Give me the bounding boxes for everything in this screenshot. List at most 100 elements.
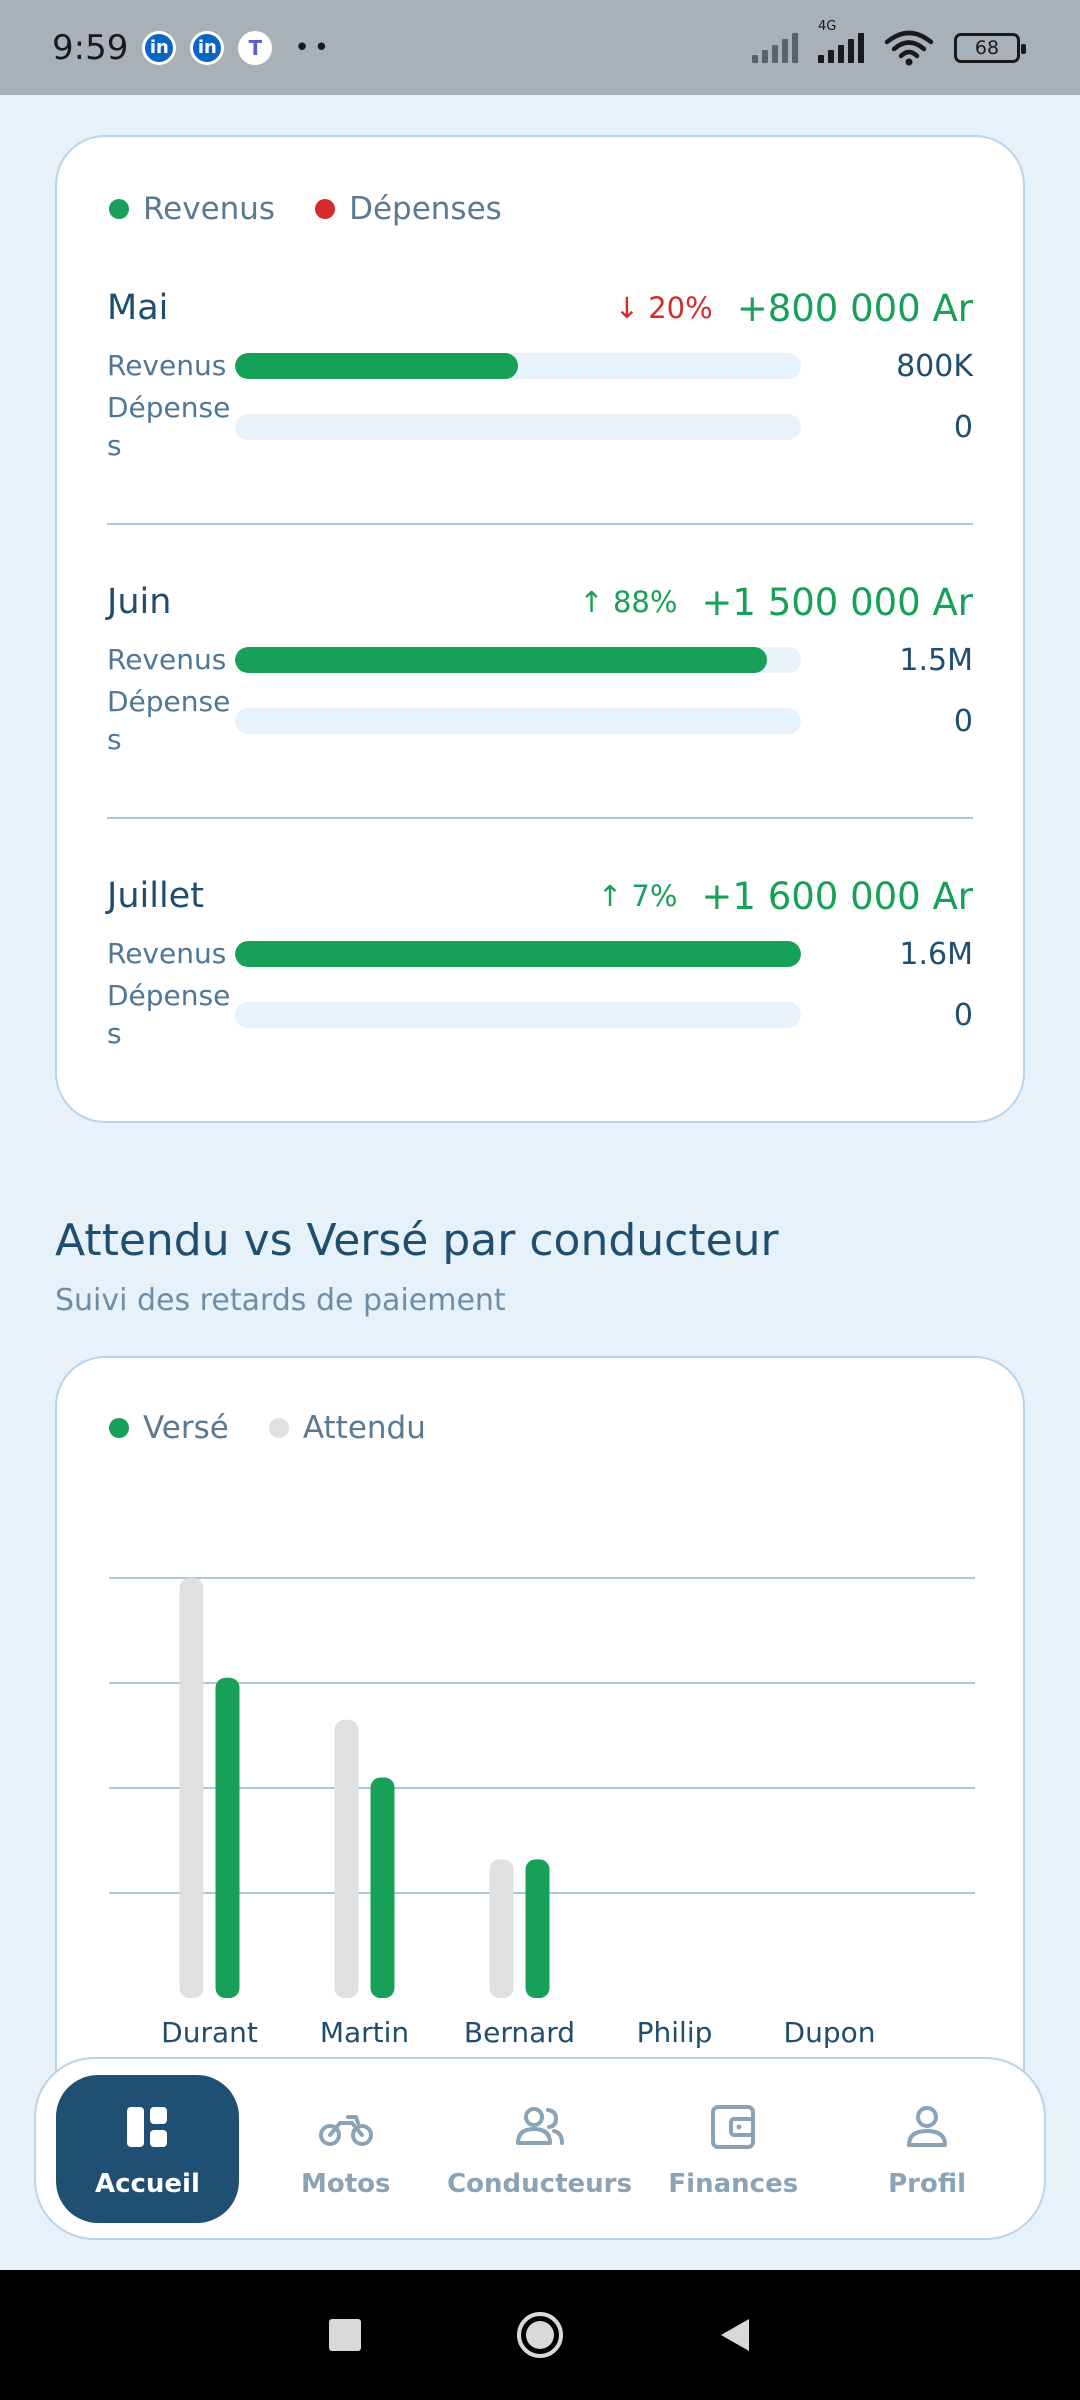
finance-legend: Revenus Dépenses [109,191,502,227]
x-tick-label: Philip [637,2016,713,2049]
signal-icon [752,32,798,63]
user-icon [907,2105,948,2147]
revenue-track [235,647,801,673]
linkedin-icon: in [190,30,225,65]
nav-item-conducteurs[interactable]: Conducteurs [443,2075,637,2223]
month-name: Mai [107,288,169,328]
recents-button-icon[interactable] [325,2315,365,2355]
month-total: +800 000 Ar [736,286,973,330]
back-button-icon[interactable] [715,2315,755,2355]
wifi-icon [884,30,934,65]
month-block-juin: Juin ↑ 88% +1 500 000 Ar Revenus 1.5M Dé… [107,577,973,759]
month-block-mai: Mai ↓ 20% +800 000 Ar Revenus 800K Dépen… [107,283,973,465]
legend-revenue-label: Revenus [143,191,276,227]
expense-track [235,708,801,734]
monthly-finance-card: Revenus Dépenses Mai ↓ 20% +800 000 Ar R… [55,135,1025,1123]
revenue-value: 1.6M [899,936,973,972]
bar-versé-bernard [525,1859,550,1998]
legend-paid-label: Versé [143,1410,229,1446]
revenue-bar [235,941,801,967]
x-tick-label: Durant [161,2016,258,2049]
month-total: +1 600 000 Ar [701,874,973,918]
legend-expected-dot [268,1418,289,1438]
nav-label: Conducteurs [447,2168,632,2199]
legend-expected: Attendu [268,1410,426,1446]
home-button-icon[interactable] [515,2310,565,2360]
revenue-row: Revenus 800K [107,347,973,385]
expense-value: 0 [953,703,973,739]
trend-up-icon: ↑ [579,585,604,619]
users-icon [515,2106,564,2145]
status-time: 9:59 [52,27,129,68]
change-percent-value: 7% [631,879,678,913]
battery-icon: 68 [954,32,1026,63]
month-divider [107,523,973,525]
chart-legend: Versé Attendu [109,1410,426,1446]
bottom-nav: Accueil Motos Conducteurs Finances Profi… [34,2057,1046,2240]
expense-row: Dépenses 0 [107,683,973,759]
nav-item-finances[interactable]: Finances [636,2075,830,2223]
month-divider [107,817,973,819]
expense-row: Dépenses 0 [107,977,973,1053]
nav-label: Accueil [94,2168,200,2199]
x-tick-label: Bernard [464,2016,575,2049]
legend-expenses-dot [315,199,336,219]
nav-item-motos[interactable]: Motos [249,2075,443,2223]
driver-section-subtitle: Suivi des retards de paiement [55,1283,506,1318]
expense-row-label: Dépenses [107,685,231,756]
nav-item-profil[interactable]: Profil [830,2075,1024,2223]
bar-attendu-bernard [489,1859,514,1998]
driver-chart-card: Versé Attendu Durant Martin Bernard Philip D… [55,1356,1025,2116]
bar-attendu-martin [334,1719,359,1998]
change-percent: ↑ 7% [598,879,678,913]
legend-paid: Versé [109,1410,229,1446]
legend-expenses: Dépenses [315,191,502,227]
bar-attendu-durant [179,1578,204,1998]
more-notifications-icon: •• [294,32,334,63]
month-name: Juin [107,582,172,622]
expense-row-label: Dépenses [107,979,231,1050]
change-percent: ↓ 20% [615,291,713,325]
motorcycle-icon [318,2114,373,2146]
month-name: Juillet [107,876,204,916]
trend-down-icon: ↓ [614,291,640,325]
revenue-row: Revenus 1.5M [107,641,973,679]
network-type-label: 4G [818,18,837,34]
signal-4g-icon: 4G [818,19,864,63]
expense-row: Dépenses 0 [107,389,973,465]
revenue-row-label: Revenus [107,937,227,970]
revenue-value: 1.5M [899,642,973,678]
bar-versé-durant [215,1677,240,1998]
legend-expenses-label: Dépenses [349,191,502,227]
revenue-track [235,941,801,967]
change-percent: ↑ 88% [579,585,677,619]
x-tick-label: Martin [320,2016,409,2049]
wallet-icon [711,2104,756,2149]
legend-expected-label: Attendu [302,1410,426,1446]
nav-label: Motos [300,2168,391,2199]
nav-label: Finances [668,2168,799,2199]
revenue-value: 800K [896,348,973,384]
trend-up-icon: ↑ [597,879,623,913]
revenue-row-label: Revenus [107,349,227,382]
battery-level: 68 [974,36,1000,59]
driver-section-title: Attendu vs Versé par conducteur [55,1215,779,1266]
expense-value: 0 [953,409,973,445]
change-percent-value: 20% [648,291,713,325]
change-percent-value: 88% [612,585,678,619]
month-total: +1 500 000 Ar [701,580,973,624]
linkedin-icon: in [142,30,177,65]
nav-item-accueil[interactable]: Accueil [56,2074,239,2223]
expense-value: 0 [953,997,973,1033]
expense-track [235,1002,801,1028]
revenue-row-label: Revenus [107,643,227,676]
legend-paid-dot [109,1418,129,1438]
expense-row-label: Dépenses [107,391,231,462]
dashboard-icon [127,2106,168,2147]
legend-revenue: Revenus [109,191,275,227]
revenue-row: Revenus 1.6M [107,935,973,973]
driver-bar-chart: Durant Martin Bernard Philip Dupon [109,1577,975,2049]
teams-icon: T [238,30,273,65]
status-bar: 9:59 in in T •• 4G 68 [0,0,1080,95]
x-tick-label: Dupon [784,2016,876,2049]
